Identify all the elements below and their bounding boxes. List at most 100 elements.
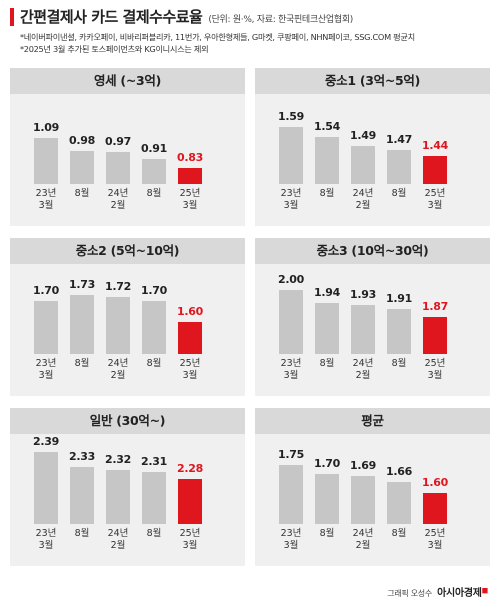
bar bbox=[142, 301, 166, 354]
category-label-line: 3월 bbox=[182, 200, 198, 211]
bar bbox=[315, 474, 339, 524]
category-label-line: 3월 bbox=[427, 200, 443, 211]
category-label: 25년 3월 bbox=[170, 358, 210, 382]
bar bbox=[279, 127, 303, 184]
data-label: 1.59 bbox=[278, 110, 304, 123]
bar bbox=[387, 482, 411, 524]
bar bbox=[70, 467, 94, 524]
category-label-line: 24년 bbox=[107, 188, 129, 199]
category-label-line: 8월 bbox=[319, 358, 335, 369]
category-label: 8월 bbox=[379, 528, 419, 540]
bar bbox=[142, 159, 166, 184]
chart-title: 중소3 (10억~30억) bbox=[255, 238, 490, 264]
footnote-1: *네이버파이낸셜, 카카오페이, 비바리퍼블리카, 11번가, 우아한형제들, … bbox=[20, 32, 415, 42]
category-label: 24년 2월 bbox=[98, 528, 138, 552]
data-label: 1.69 bbox=[350, 459, 376, 472]
bar bbox=[279, 290, 303, 354]
chart-title: 일반 (30억~) bbox=[10, 408, 245, 434]
data-label: 2.00 bbox=[278, 273, 304, 286]
category-label-line: 25년 bbox=[179, 528, 201, 539]
category-label-line: 8월 bbox=[319, 188, 335, 199]
category-label: 23년 3월 bbox=[26, 358, 66, 382]
bar bbox=[70, 151, 94, 184]
data-label: 1.72 bbox=[105, 280, 131, 293]
chart-title: 영세 (~3억) bbox=[10, 68, 245, 94]
category-label-line: 25년 bbox=[424, 358, 446, 369]
data-label: 2.32 bbox=[105, 453, 131, 466]
data-label: 2.33 bbox=[69, 450, 95, 463]
footnote-2: *2025년 3월 추가된 토스페이먼츠와 KG이니시스는 제외 bbox=[20, 44, 209, 54]
category-label-line: 23년 bbox=[280, 528, 302, 539]
category-label: 8월 bbox=[62, 528, 102, 540]
category-label-line: 24년 bbox=[352, 358, 374, 369]
chart-title: 중소2 (5억~10억) bbox=[10, 238, 245, 264]
bar bbox=[351, 146, 375, 184]
brand-dot-icon: ■ bbox=[481, 586, 489, 595]
title-accent-bar bbox=[10, 8, 14, 26]
category-label: 25년 3월 bbox=[415, 528, 455, 552]
category-label-line: 3월 bbox=[182, 540, 198, 551]
category-label: 24년 2월 bbox=[343, 528, 383, 552]
bar bbox=[106, 152, 130, 184]
data-label: 0.91 bbox=[141, 142, 167, 155]
bar bbox=[387, 150, 411, 184]
category-label-line: 2월 bbox=[110, 370, 126, 381]
category-label: 25년 3월 bbox=[170, 528, 210, 552]
data-label: 1.93 bbox=[350, 288, 376, 301]
category-label-line: 24년 bbox=[107, 358, 129, 369]
category-label: 8월 bbox=[62, 358, 102, 370]
data-label: 0.97 bbox=[105, 135, 131, 148]
category-label-line: 24년 bbox=[107, 528, 129, 539]
category-label-line: 8월 bbox=[74, 358, 90, 369]
category-label-line: 3월 bbox=[38, 200, 54, 211]
data-label: 2.28 bbox=[177, 462, 203, 475]
bar bbox=[351, 476, 375, 524]
data-label: 1.49 bbox=[350, 129, 376, 142]
category-label: 8월 bbox=[134, 358, 174, 370]
bar bbox=[34, 138, 58, 184]
bar bbox=[423, 493, 447, 524]
category-label-line: 8월 bbox=[146, 528, 162, 539]
category-label-line: 3월 bbox=[283, 370, 299, 381]
bar bbox=[34, 301, 58, 354]
bar bbox=[423, 317, 447, 354]
category-label: 23년 3월 bbox=[271, 528, 311, 552]
category-label: 25년 3월 bbox=[170, 188, 210, 212]
data-label: 1.70 bbox=[33, 284, 59, 297]
category-label-line: 2월 bbox=[110, 540, 126, 551]
category-label: 8월 bbox=[134, 188, 174, 200]
bar bbox=[142, 472, 166, 524]
data-label: 2.31 bbox=[141, 455, 167, 468]
category-label: 8월 bbox=[307, 188, 347, 200]
category-label-line: 3월 bbox=[38, 540, 54, 551]
category-label-line: 8월 bbox=[391, 188, 407, 199]
bar bbox=[315, 137, 339, 184]
data-label: 1.70 bbox=[141, 284, 167, 297]
data-label: 1.54 bbox=[314, 120, 340, 133]
data-label: 1.73 bbox=[69, 278, 95, 291]
category-label-line: 2월 bbox=[355, 540, 371, 551]
category-label-line: 25년 bbox=[179, 358, 201, 369]
category-label-line: 8월 bbox=[74, 528, 90, 539]
category-label-line: 8월 bbox=[74, 188, 90, 199]
category-label-line: 3월 bbox=[283, 540, 299, 551]
category-label: 8월 bbox=[62, 188, 102, 200]
category-label-line: 3월 bbox=[427, 540, 443, 551]
category-label: 8월 bbox=[379, 188, 419, 200]
data-label: 1.94 bbox=[314, 286, 340, 299]
data-label: 1.87 bbox=[422, 300, 448, 313]
page-title: 간편결제사 카드 결제수수료율 bbox=[20, 8, 203, 26]
data-label: 0.83 bbox=[177, 151, 203, 164]
chart-panel: 중소3 (10억~30억) 2.00 23년 3월 1.94 8월 1.93 24년 2월 1.9… bbox=[255, 238, 490, 396]
data-label: 1.60 bbox=[177, 305, 203, 318]
brand-logo: 아시아경제 bbox=[437, 588, 482, 599]
category-label: 8월 bbox=[134, 528, 174, 540]
category-label-line: 3월 bbox=[427, 370, 443, 381]
bar bbox=[351, 305, 375, 354]
chart-title: 평균 bbox=[255, 408, 490, 434]
category-label-line: 8월 bbox=[146, 188, 162, 199]
category-label: 24년 2월 bbox=[98, 188, 138, 212]
category-label-line: 23년 bbox=[35, 358, 57, 369]
category-label: 25년 3월 bbox=[415, 188, 455, 212]
category-label-line: 8월 bbox=[146, 358, 162, 369]
